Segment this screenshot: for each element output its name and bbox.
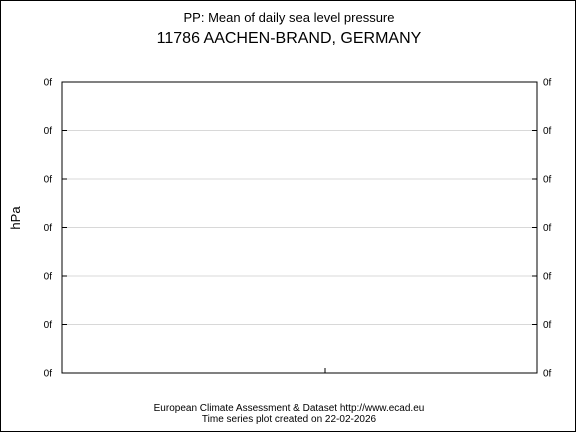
footer-source: European Climate Assessment & Dataset ht…	[154, 403, 425, 414]
y-tick-label-right: 0f	[543, 320, 552, 331]
y-tick-label-left: 0f	[44, 175, 53, 186]
y-axis-tick-labels-right: 0f 0f 0f 0f 0f 0f 0f	[543, 78, 552, 380]
y-tick-label-right: 0f	[543, 78, 552, 89]
y-tick-label-left: 0f	[44, 320, 53, 331]
chart-subtitle: 11786 AACHEN-BRAND, GERMANY	[157, 30, 422, 47]
chart-title: PP: Mean of daily sea level pressure	[184, 10, 395, 25]
y-tick-label-right: 0f	[543, 272, 552, 283]
y-tick-label-left: 0f	[44, 223, 53, 234]
y-tick-label-right: 0f	[543, 126, 552, 137]
grid-lines	[62, 130, 537, 325]
y-tick-label-left: 0f	[44, 78, 53, 89]
footer-created-date: Time series plot created on 22-02-2026	[202, 414, 377, 425]
y-tick-label-right: 0f	[543, 369, 552, 380]
y-tick-label-left: 0f	[44, 126, 53, 137]
y-axis-tick-labels-left: 0f 0f 0f 0f 0f 0f 0f	[44, 78, 53, 380]
y-tick-label-left: 0f	[44, 272, 53, 283]
y-axis-ticks	[62, 81, 537, 374]
y-tick-label-left: 0f	[44, 369, 53, 380]
y-tick-label-right: 0f	[543, 223, 552, 234]
y-tick-label-right: 0f	[543, 175, 552, 186]
y-axis-label: hPa	[8, 206, 23, 230]
